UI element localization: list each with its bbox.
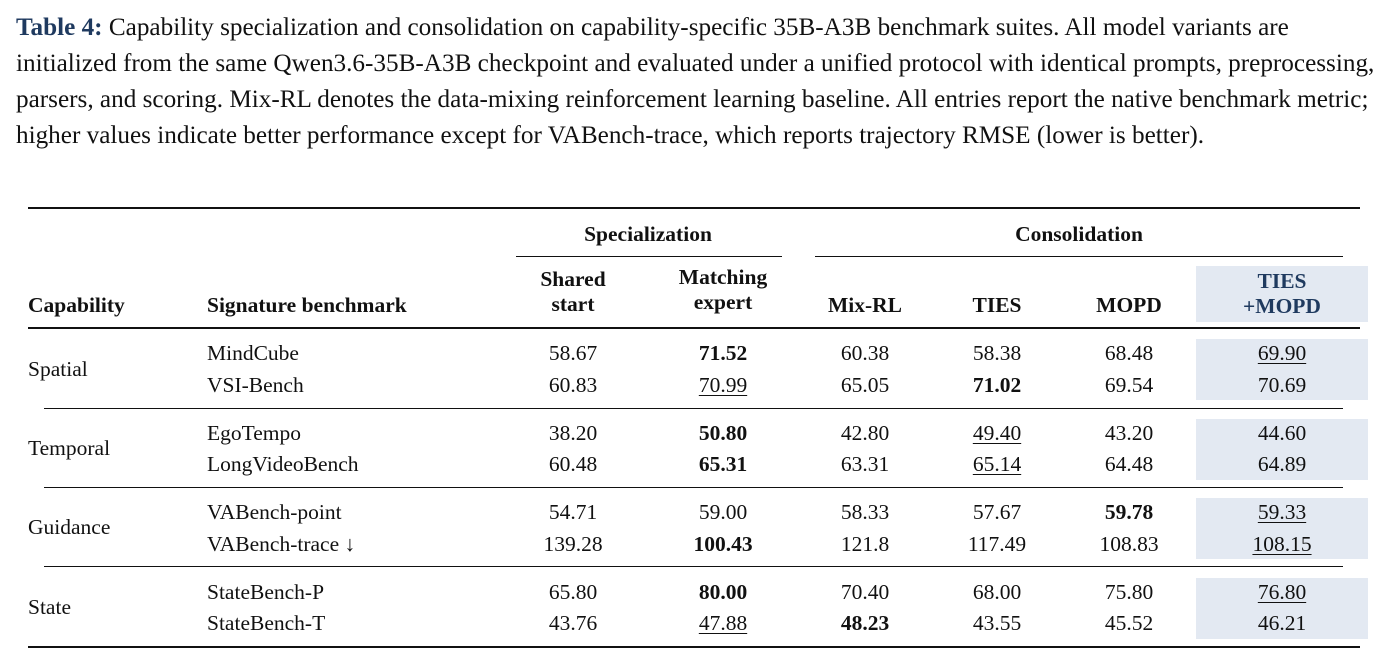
header-benchmark: Signature benchmark xyxy=(207,293,407,317)
value-cell-second: 47.88 xyxy=(698,611,748,635)
value-cell-second: 69.90 xyxy=(1257,341,1307,365)
header-mopd: MOPD xyxy=(1096,293,1162,317)
caption-text: Capability specialization and consolidat… xyxy=(16,14,1375,149)
value-cell: 69.54 xyxy=(1104,373,1154,397)
value-cell: 58.38 xyxy=(972,341,1022,365)
highlight-guidance xyxy=(1196,498,1368,559)
header-mixrl: Mix-RL xyxy=(827,293,903,317)
header-shared: Shared start xyxy=(540,267,605,317)
benchmark-cell: EgoTempo xyxy=(207,421,302,445)
value-cell: 139.28 xyxy=(543,532,603,556)
section-rule-1 xyxy=(44,408,1343,409)
value-cell: 121.8 xyxy=(840,532,890,556)
value-cell: 65.05 xyxy=(840,373,890,397)
value-cell-best: 59.78 xyxy=(1104,500,1154,524)
value-cell: 54.71 xyxy=(548,500,598,524)
value-cell: 43.55 xyxy=(972,611,1022,635)
header-ties: TIES xyxy=(972,293,1022,317)
value-cell: 45.52 xyxy=(1104,611,1154,635)
benchmark-cell: VABench-trace ↓ xyxy=(207,532,356,556)
value-cell: 42.80 xyxy=(840,421,890,445)
highlight-header xyxy=(1196,266,1368,322)
value-cell-second: 65.14 xyxy=(972,452,1022,476)
value-cell: 70.40 xyxy=(840,580,890,604)
header-matching-line1: Matching xyxy=(678,265,768,289)
value-cell: 64.89 xyxy=(1257,452,1307,476)
value-cell: 68.00 xyxy=(972,580,1022,604)
value-cell: 64.48 xyxy=(1104,452,1154,476)
header-matching-line2: expert xyxy=(693,290,753,314)
value-cell: 60.83 xyxy=(548,373,598,397)
caption-label: Table 4: xyxy=(16,14,103,41)
value-cell: 60.38 xyxy=(840,341,890,365)
highlight-temporal xyxy=(1196,419,1368,480)
header-capability: Capability xyxy=(28,293,125,317)
header-ties-mopd-line2: +MOPD xyxy=(1243,294,1321,318)
value-cell-best: 71.52 xyxy=(698,341,748,365)
section-rule-2 xyxy=(44,487,1343,488)
value-cell: 44.60 xyxy=(1257,421,1307,445)
value-cell: 57.67 xyxy=(972,500,1022,524)
consolidation-cmidrule xyxy=(815,256,1343,257)
benchmark-cell: StateBench-T xyxy=(207,611,326,635)
header-shared-line1: Shared xyxy=(540,267,606,291)
top-rule xyxy=(28,207,1360,209)
capability-cell: Temporal xyxy=(28,436,111,460)
value-cell: 58.67 xyxy=(548,341,598,365)
benchmark-cell: LongVideoBench xyxy=(207,452,359,476)
benchmark-cell: VABench-point xyxy=(207,500,342,524)
value-cell: 117.49 xyxy=(967,532,1027,556)
specialization-cmidrule xyxy=(516,256,782,257)
value-cell: 59.00 xyxy=(698,500,748,524)
group-consolidation: Consolidation xyxy=(1015,222,1143,246)
value-cell-second: 70.99 xyxy=(698,373,748,397)
value-cell: 108.83 xyxy=(1099,532,1159,556)
value-cell: 75.80 xyxy=(1104,580,1154,604)
capability-cell: State xyxy=(28,595,71,619)
bottom-rule xyxy=(28,646,1360,648)
benchmark-cell: VSI-Bench xyxy=(207,373,304,397)
header-ties-mopd: TIES +MOPD xyxy=(1243,269,1321,319)
value-cell: 68.48 xyxy=(1104,341,1154,365)
value-cell-second: 59.33 xyxy=(1257,500,1307,524)
value-cell-best: 48.23 xyxy=(840,611,890,635)
section-rule-3 xyxy=(44,566,1343,567)
capability-cell: Spatial xyxy=(28,357,88,381)
header-matching: Matching expert xyxy=(679,265,767,315)
benchmark-cell: MindCube xyxy=(207,341,299,365)
highlight-spatial xyxy=(1196,339,1368,400)
value-cell-best: 80.00 xyxy=(698,580,748,604)
highlight-state xyxy=(1196,578,1368,639)
value-cell-second: 49.40 xyxy=(972,421,1022,445)
value-cell: 38.20 xyxy=(548,421,598,445)
value-cell: 43.20 xyxy=(1104,421,1154,445)
header-shared-line2: start xyxy=(551,292,595,316)
value-cell-best: 50.80 xyxy=(698,421,748,445)
value-cell: 43.76 xyxy=(548,611,598,635)
value-cell-second: 76.80 xyxy=(1257,580,1307,604)
capability-cell: Guidance xyxy=(28,515,111,539)
value-cell: 63.31 xyxy=(840,452,890,476)
header-ties-mopd-line1: TIES xyxy=(1257,269,1307,293)
value-cell: 46.21 xyxy=(1257,611,1307,635)
value-cell: 58.33 xyxy=(840,500,890,524)
group-specialization: Specialization xyxy=(584,222,712,246)
value-cell: 60.48 xyxy=(548,452,598,476)
value-cell-second: 108.15 xyxy=(1252,532,1312,556)
value-cell-best: 65.31 xyxy=(698,452,748,476)
value-cell: 70.69 xyxy=(1257,373,1307,397)
value-cell-best: 100.43 xyxy=(693,532,753,556)
value-cell: 65.80 xyxy=(548,580,598,604)
benchmark-cell: StateBench-P xyxy=(207,580,325,604)
value-cell-best: 71.02 xyxy=(972,373,1022,397)
table-caption: Table 4: Capability specialization and c… xyxy=(16,10,1382,154)
header-rule xyxy=(28,327,1360,329)
